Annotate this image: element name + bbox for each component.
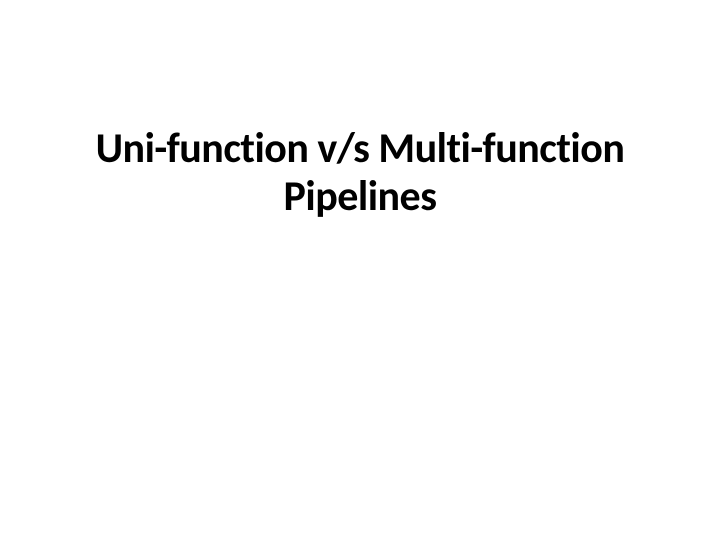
title-line-2: Pipelines	[284, 171, 437, 222]
slide-container: Uni-function v/s Multi-function Pipeline…	[0, 0, 720, 540]
title-line-1: Uni-function v/s Multi-function	[96, 123, 625, 174]
slide-title: Uni-function v/s Multi-function Pipeline…	[96, 125, 625, 222]
